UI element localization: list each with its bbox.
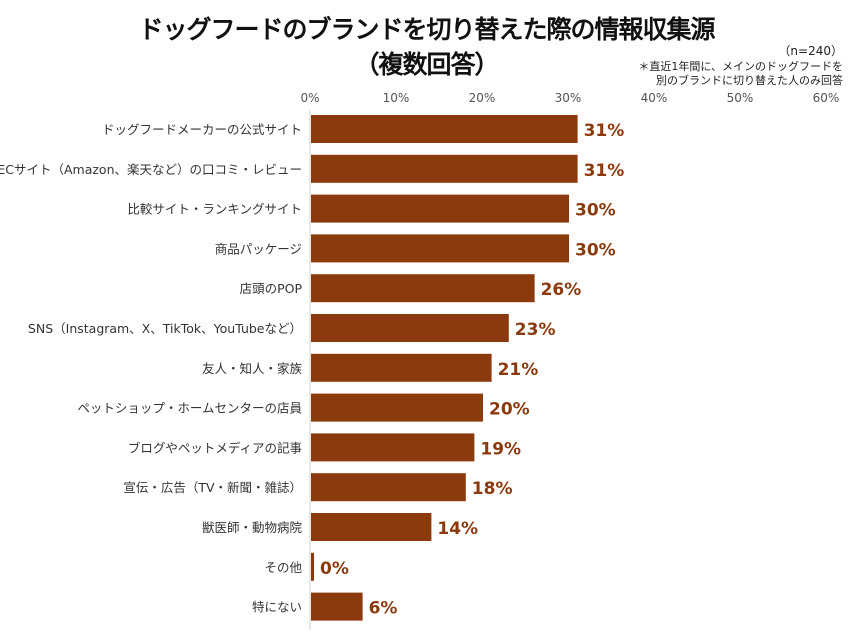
category-label: ドッグフードメーカーの公式サイト [102,122,302,137]
category-label: ブログやペットメディアの記事 [128,440,302,455]
category-label: 獣医師・動物病院 [202,520,303,535]
data-label: 26% [541,280,582,300]
data-label: 30% [575,201,616,221]
bar [311,513,432,541]
category-label: 商品パッケージ [215,241,302,256]
category-label: SNS（Instagram、X、TikTok、YouTubeなど） [28,321,302,336]
bar [311,552,314,581]
category-label: 友人・知人・家族 [202,361,303,376]
note-line-2: 別のブランドに切り替えた人のみ回答 [656,74,843,87]
bar [311,473,466,502]
category-label: ECサイト（Amazon、楽天など）の口コミ・レビュー [0,162,302,177]
note-line-1: ＊直近1年間に、メインのドッグフードを [638,60,843,73]
category-label: 宣伝・広告（TV・新聞・雑誌） [123,480,302,495]
data-label: 30% [575,240,616,260]
data-label: 23% [515,320,556,340]
x-tick-label: 50% [727,91,754,105]
data-label: 19% [480,439,521,459]
category-label: ペットショップ・ホームセンターの店員 [77,401,302,416]
bar [311,115,578,143]
chart-title: ドッグフードのブランドを切り替えた際の情報収集源 [138,15,715,44]
sample-size: （n=240） [778,44,843,58]
x-tick-label: 30% [555,91,582,105]
bar [311,393,483,422]
data-label: 14% [437,519,478,539]
x-tick-label: 0% [300,91,319,105]
data-label: 20% [489,400,530,420]
data-label: 31% [584,121,625,141]
x-tick-label: 40% [641,91,668,105]
bar [311,194,569,223]
data-label: 31% [584,161,625,181]
category-label: 特にない [252,600,302,615]
category-label: 店頭のPOP [240,281,303,296]
bar [311,234,569,263]
x-tick-label: 20% [469,91,496,105]
data-label: 0% [320,559,349,579]
data-label: 6% [369,599,398,619]
bar [311,314,509,342]
data-label: 21% [498,360,539,380]
bar [311,154,578,183]
category-label: その他 [264,560,302,575]
bar [311,353,492,382]
bar [311,274,535,303]
data-label: 18% [472,479,513,499]
chart-subtitle: （複数回答） [354,50,499,79]
category-label: 比較サイト・ランキングサイト [127,202,302,217]
x-tick-label: 60% [813,91,840,105]
bar [311,592,363,621]
x-tick-label: 10% [383,91,410,105]
bar [311,433,475,462]
